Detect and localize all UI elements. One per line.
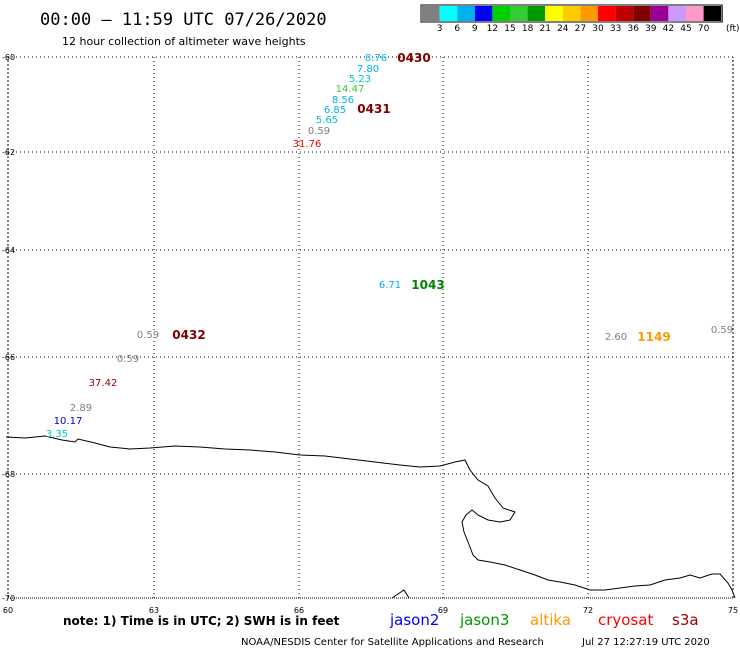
lat-lon-grid bbox=[7, 56, 734, 599]
satellite-name-s3a: s3a bbox=[672, 611, 699, 629]
color-scale-legend: 3 6 9 12 15 18 21 24 27 30 33 36 39 42 45 70 (ft) bbox=[420, 4, 740, 34]
legend-tick-label: 39 bbox=[645, 24, 657, 34]
longitude-label: 66 bbox=[294, 606, 304, 615]
wave-height-value: 31.76 bbox=[293, 139, 322, 150]
legend-tick-label: 24 bbox=[557, 24, 569, 34]
wave-height-value: 5.23 bbox=[349, 74, 371, 85]
legend-swatch bbox=[474, 6, 493, 21]
legend-swatch bbox=[703, 6, 722, 21]
legend-swatch bbox=[439, 6, 458, 21]
axis-labels: -60 -62 -64 -66 -68 -70 60 63 66 69 72 75 bbox=[2, 53, 738, 615]
observation-labels: 8.767.805.2314.478.566.855.650.5931.766.… bbox=[46, 51, 733, 440]
footer-timestamp: Jul 27 12:27:19 UTC 2020 bbox=[581, 637, 710, 648]
wave-height-value: 37.42 bbox=[89, 378, 118, 389]
longitude-label: 72 bbox=[583, 606, 593, 615]
legend-tick-label: 42 bbox=[663, 24, 674, 34]
legend-tick-label: 70 bbox=[698, 24, 710, 34]
wave-height-value: 5.65 bbox=[316, 115, 338, 126]
legend-swatch bbox=[422, 6, 440, 21]
legend-tick-label: 3 bbox=[437, 24, 443, 34]
wave-height-value: 3.35 bbox=[46, 429, 68, 440]
coastline-segment bbox=[391, 589, 410, 599]
wave-height-value: 7.80 bbox=[357, 64, 379, 75]
legend-swatch bbox=[580, 6, 598, 21]
footer-note: note: 1) Time is in UTC; 2) SWH is in fe… bbox=[63, 614, 340, 628]
wave-height-value: 0.59 bbox=[711, 325, 733, 336]
latitude-label: -62 bbox=[2, 148, 15, 157]
legend-tick-label: 12 bbox=[487, 24, 498, 34]
legend-tick-label: 15 bbox=[504, 24, 515, 34]
wave-height-value: 0.59 bbox=[117, 354, 139, 365]
satellite-name-jason3: jason3 bbox=[459, 611, 509, 629]
map-frame bbox=[7, 56, 734, 599]
legend-swatch bbox=[668, 6, 686, 21]
legend-tick-label: 9 bbox=[472, 24, 478, 34]
legend-tick-label: 27 bbox=[575, 24, 586, 34]
latitude-label: -68 bbox=[2, 470, 15, 479]
legend-tick-label: 45 bbox=[680, 24, 691, 34]
longitude-label: 60 bbox=[3, 606, 13, 615]
wave-height-value: 0.59 bbox=[137, 330, 159, 341]
legend-swatch bbox=[457, 6, 475, 21]
wave-height-value: 8.56 bbox=[332, 95, 354, 106]
pass-time-label: 1149 bbox=[637, 330, 670, 344]
wave-height-value: 8.76 bbox=[365, 53, 387, 64]
legend-frame bbox=[420, 4, 723, 23]
latitude-label: -60 bbox=[2, 53, 15, 62]
wave-height-value: 6.85 bbox=[324, 105, 346, 116]
map-subtitle: 12 hour collection of altimeter wave hei… bbox=[62, 35, 306, 48]
satellite-name-jason2: jason2 bbox=[389, 611, 439, 629]
coastline bbox=[5, 435, 736, 599]
legend-swatch bbox=[633, 6, 651, 21]
legend-tick-label: 18 bbox=[522, 24, 534, 34]
legend-swatch bbox=[545, 6, 563, 21]
legend-swatch bbox=[615, 6, 634, 21]
legend-swatch bbox=[527, 6, 546, 21]
latitude-label: -64 bbox=[2, 246, 15, 255]
longitude-label: 63 bbox=[149, 606, 159, 615]
pass-time-label: 0431 bbox=[357, 102, 390, 116]
legend-swatch bbox=[650, 6, 669, 21]
wave-height-value: 2.60 bbox=[605, 332, 627, 343]
legend-swatch bbox=[562, 6, 581, 21]
map-title: 00:00 – 11:59 UTC 07/26/2020 bbox=[40, 10, 327, 30]
longitude-label: 75 bbox=[728, 606, 738, 615]
wave-height-value: 0.59 bbox=[308, 126, 330, 137]
satellite-legend: jason2 jason3 altika cryosat s3a bbox=[389, 611, 699, 629]
legend-tick-label: 30 bbox=[592, 24, 604, 34]
legend-swatch bbox=[686, 6, 704, 21]
latitude-label: -66 bbox=[2, 353, 15, 362]
pass-time-label: 0432 bbox=[172, 328, 205, 342]
pass-time-label: 0430 bbox=[397, 51, 430, 65]
legend-tick-label: 33 bbox=[610, 24, 621, 34]
legend-unit: (ft) bbox=[726, 24, 740, 34]
legend-swatch bbox=[510, 6, 528, 21]
legend-swatch bbox=[598, 6, 616, 21]
satellite-name-cryosat: cryosat bbox=[598, 611, 653, 629]
satellite-name-altika: altika bbox=[530, 611, 571, 629]
wave-height-value: 10.17 bbox=[54, 416, 83, 427]
pass-time-label: 1043 bbox=[411, 278, 444, 292]
wave-height-value: 2.89 bbox=[70, 403, 92, 414]
legend-tick-label: 21 bbox=[539, 24, 550, 34]
legend-tick-label: 36 bbox=[627, 24, 639, 34]
legend-swatch bbox=[492, 6, 510, 21]
footer-credit: NOAA/NESDIS Center for Satellite Applica… bbox=[241, 637, 544, 648]
wave-height-value: 6.71 bbox=[379, 280, 401, 291]
longitude-label: 69 bbox=[438, 606, 448, 615]
latitude-label: -70 bbox=[2, 594, 15, 603]
legend-tick-label: 6 bbox=[454, 24, 460, 34]
wave-height-value: 14.47 bbox=[336, 84, 365, 95]
